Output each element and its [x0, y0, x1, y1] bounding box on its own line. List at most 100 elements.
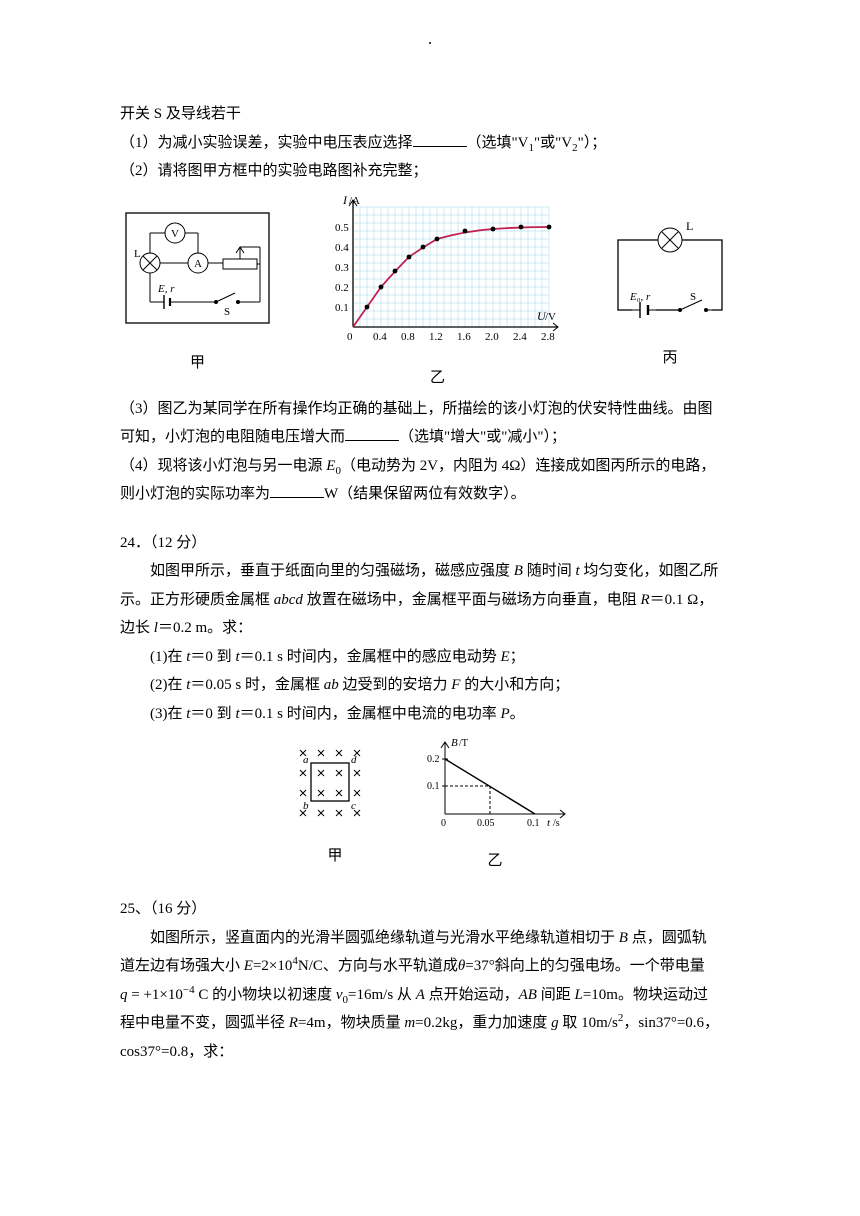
label-L: L — [134, 248, 141, 260]
label-S: S — [224, 306, 230, 318]
fig-bing: L E₀, r S 丙 — [600, 212, 740, 373]
p25-l2c: N/C、方向与水平轨道成 — [298, 958, 458, 974]
ylabel: I — [342, 193, 348, 207]
p25-l5: cos37°=0.8，求： — [120, 1038, 740, 1067]
q4a-tail: （电动势为 2V，内阻为 4Ω）连接成如图丙所示的电路， — [341, 458, 715, 474]
label-V: V — [171, 228, 179, 240]
svg-text:/A: /A — [349, 195, 360, 207]
p24-s2a: (2)在 — [150, 677, 186, 693]
blank-3 — [270, 483, 324, 498]
p25-l4a: 程中电量不变，圆弧半径 — [120, 1015, 289, 1031]
p24-s1a: (1)在 — [150, 649, 186, 665]
q1-suffix: （选填"V — [467, 135, 529, 151]
p24-s1d: ； — [510, 649, 525, 665]
svg-text:c: c — [351, 800, 356, 812]
sym-AB: AB — [519, 987, 537, 1003]
q4b-prefix: 则小灯泡的实际功率为 — [120, 486, 270, 502]
p24-l2a: 示。正方形硬质金属框 — [120, 592, 274, 608]
svg-text:t: t — [547, 817, 551, 829]
fig-yi: I/A U/V 0.1 0.2 0.3 0.4 0.5 0.4 0.8 1.2 … — [313, 192, 563, 393]
p24-s3d: 。 — [510, 706, 525, 722]
svg-text:2.0: 2.0 — [485, 331, 499, 343]
q3b-suffix: （选填"增大"或"减小"）； — [399, 429, 566, 445]
caption-jia2: 甲 — [285, 842, 385, 871]
svg-text:0.4: 0.4 — [335, 242, 349, 254]
p24-l3a: 边长 — [120, 620, 154, 636]
label-A: A — [194, 258, 202, 270]
caption-yi: 乙 — [313, 364, 563, 393]
sym-R: R — [640, 592, 649, 608]
p25-l3: q = +1×10−4 C 的小物块以初速度 v0=16m/s 从 A 点开始运… — [120, 981, 740, 1010]
figure-row-2: a d b c 甲 B/T t/s 0.1 0.2 0 0.05 0.1 — [120, 734, 740, 875]
caption-bing: 丙 — [600, 344, 740, 373]
q3a: （3）图乙为某同学在所有操作均正确的基础上，所描绘的该小灯泡的伏安特性曲线。由图 — [120, 395, 740, 424]
q1-prefix: （1）为减小实验误差，实验中电压表应选择 — [120, 135, 413, 151]
svg-text:0.2: 0.2 — [427, 754, 440, 765]
p25-l2a: 道左边有场强大小 — [120, 958, 244, 974]
p25-l3e: 间距 — [537, 987, 575, 1003]
svg-text:0.1: 0.1 — [427, 781, 440, 792]
p25-l2: 道左边有场强大小 E=2×104N/C、方向与水平轨道成θ=37°斜向上的匀强电… — [120, 952, 740, 981]
label-L-bing: L — [686, 219, 693, 233]
svg-text:0.05: 0.05 — [477, 818, 495, 829]
svg-text:1.2: 1.2 — [429, 331, 443, 343]
p25-l3f: =10m。物块运动过 — [583, 987, 708, 1003]
p25-l2b: =2×10 — [253, 958, 292, 974]
p25-l3a: = +1×10 — [128, 987, 183, 1003]
fig-jia2-svg: a d b c — [285, 739, 385, 829]
sym-Apoint: A — [416, 987, 425, 1003]
sym-g: g — [551, 1015, 559, 1031]
sym-Bpoint: B — [619, 930, 628, 946]
sym-E: E — [500, 649, 509, 665]
svg-text:/V: /V — [545, 311, 556, 323]
blank-2 — [345, 426, 399, 441]
p25-header: 25、（16 分） — [120, 895, 740, 924]
p24-l2c: ＝0.1 Ω， — [650, 592, 714, 608]
p24-l2b: 放置在磁场中，金属框平面与磁场方向垂直，电阻 — [303, 592, 641, 608]
svg-text:0.3: 0.3 — [335, 262, 349, 274]
svg-text:0: 0 — [441, 818, 446, 829]
svg-text:2.4: 2.4 — [513, 331, 527, 343]
q1: （1）为减小实验误差，实验中电压表应选择（选填"V1"或"V2"）； — [120, 129, 740, 158]
svg-text:d: d — [351, 754, 357, 766]
sym-P: P — [500, 706, 509, 722]
p24-s3a: (3)在 — [150, 706, 186, 722]
circuit-bing-svg: L E₀, r S — [600, 212, 740, 332]
label-E0r: E₀, r — [629, 291, 651, 303]
p24-s2: (2)在 t＝0.05 s 时，金属框 ab 边受到的安培力 F 的大小和方向； — [120, 671, 740, 700]
p24-s3c: ＝0.1 s 时间内，金属框中电流的电功率 — [240, 706, 501, 722]
q3b: 可知，小灯泡的电阻随电压增大而（选填"增大"或"减小"）； — [120, 423, 740, 452]
p24-header: 24．（12 分） — [120, 529, 740, 558]
svg-text:/s: /s — [553, 818, 560, 829]
figure-row-1: V L A — [120, 192, 740, 393]
q4b: 则小灯泡的实际功率为 W（结果保留两位有效数字）。 — [120, 480, 740, 509]
caption-yi2: 乙 — [415, 847, 575, 876]
q4a-text: （4）现将该小灯泡与另一电源 — [120, 458, 326, 474]
sym-B: B — [514, 563, 523, 579]
p24-l1: 如图甲所示，垂直于纸面向里的匀强磁场，磁感应强度 B 随时间 t 均匀变化，如图… — [120, 557, 740, 586]
p25-l1: 如图所示，竖直面内的光滑半圆弧绝缘轨道与光滑水平绝缘轨道相切于 B 点，圆弧轨 — [120, 924, 740, 953]
p24-s3b: ＝0 到 — [190, 706, 235, 722]
svg-text:/T: /T — [459, 738, 468, 749]
p25-l4b: =4m，物块质量 — [298, 1015, 404, 1031]
p25-l4c: =0.2kg，重力加速度 — [415, 1015, 551, 1031]
q1-tail: "）； — [578, 135, 607, 151]
p24-l3b: ＝0.2 m。求： — [158, 620, 252, 636]
circuit-jia-svg: V L A — [120, 207, 275, 337]
sym-Rr: R — [289, 1015, 298, 1031]
sym-Esym: E — [244, 958, 253, 974]
p25-l1a: 如图所示，竖直面内的光滑半圆弧绝缘轨道与光滑水平绝缘轨道相切于 — [150, 930, 619, 946]
p24-l1a: 如图甲所示，垂直于纸面向里的匀强磁场，磁感应强度 — [150, 563, 514, 579]
q4b-unit: W（结果保留两位有效数字）。 — [324, 486, 526, 502]
p24-s1b: ＝0 到 — [190, 649, 235, 665]
p24-l1c: 均匀变化，如图乙所 — [580, 563, 719, 579]
svg-text:1.6: 1.6 — [457, 331, 471, 343]
intro-line: 开关 S 及导线若干 — [120, 100, 740, 129]
p25-l3d: 点开始运动， — [425, 987, 519, 1003]
svg-text:2.8: 2.8 — [541, 331, 555, 343]
p24-s2b: ＝0.05 s 时，金属框 — [190, 677, 323, 693]
chart-p24yi-svg: B/T t/s 0.1 0.2 0 0.05 0.1 — [415, 734, 575, 834]
p25-l4d: 取 10m/s — [559, 1015, 618, 1031]
grid-v — [353, 207, 549, 327]
sym-m: m — [404, 1015, 415, 1031]
